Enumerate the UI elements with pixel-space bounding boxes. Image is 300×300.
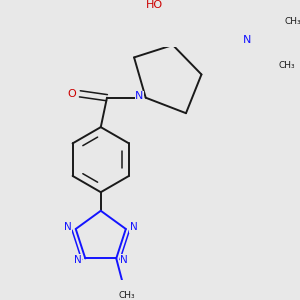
Text: O: O [68,89,76,99]
Text: CH₃: CH₃ [284,16,300,26]
Text: N: N [130,222,137,233]
Text: N: N [74,255,81,265]
Text: N: N [135,91,144,101]
Text: CH₃: CH₃ [278,61,295,70]
Text: N: N [120,255,128,265]
Text: N: N [243,34,251,45]
Text: N: N [64,222,72,233]
Text: HO: HO [146,0,163,10]
Text: CH₃: CH₃ [119,291,135,300]
